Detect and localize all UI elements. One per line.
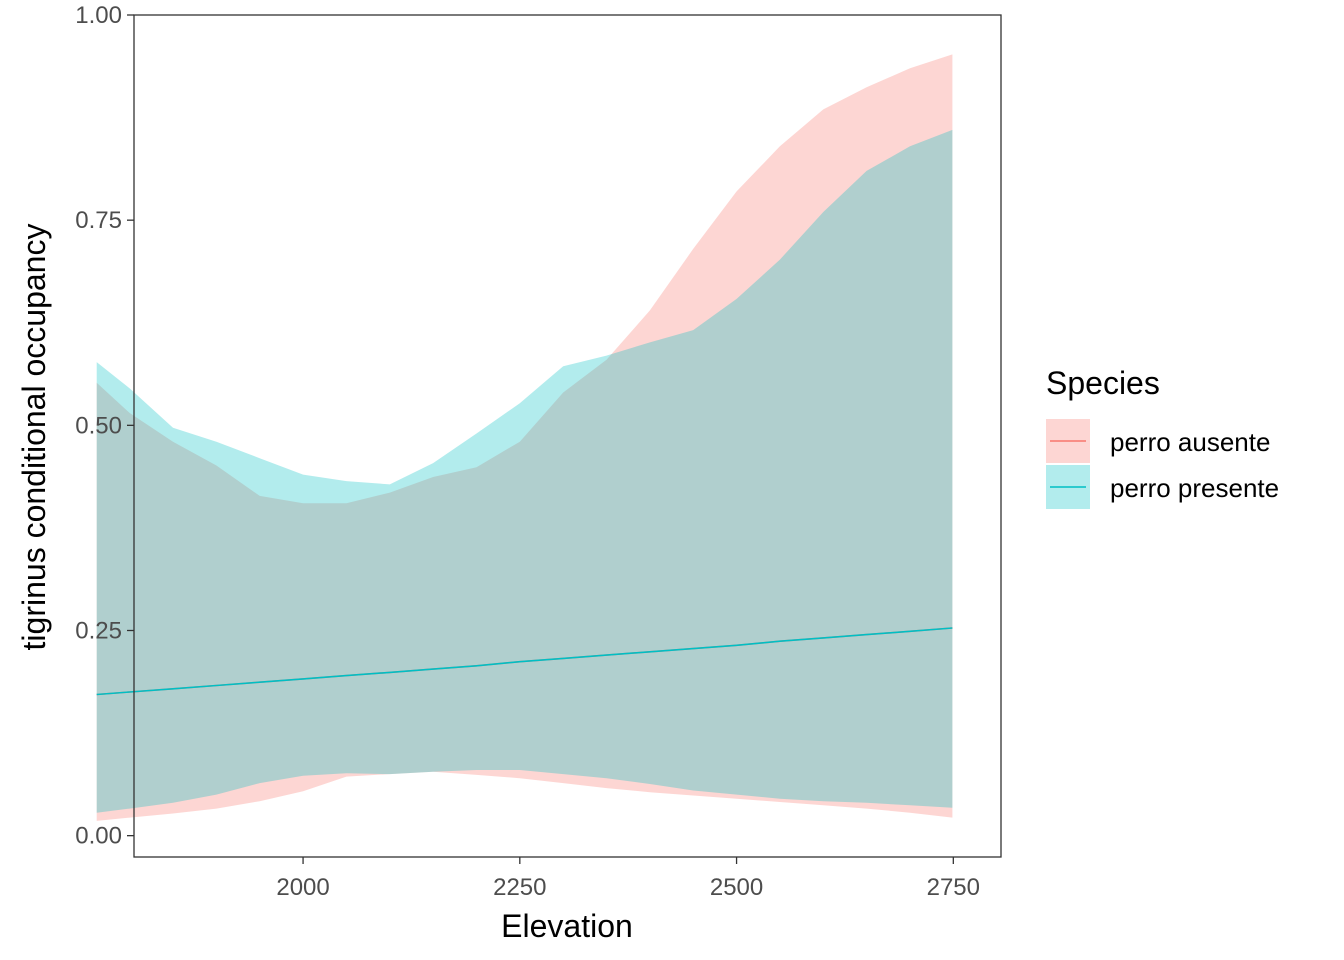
plot-area xyxy=(96,14,1002,858)
x-tick-label: 2250 xyxy=(493,874,546,901)
legend: Species perro ausente perro presente xyxy=(1046,365,1279,509)
legend-title: Species xyxy=(1046,365,1160,401)
x-axis-title: Elevation xyxy=(501,908,633,944)
panel-border xyxy=(133,14,1002,858)
y-tick-label: 0.00 xyxy=(75,823,122,850)
y-tick-label: 0.25 xyxy=(75,617,122,644)
legend-label: perro presente xyxy=(1110,473,1279,503)
y-tick-label: 0.75 xyxy=(75,207,122,234)
x-axis: 2000 2250 2500 2750 xyxy=(276,857,980,901)
x-tick-label: 2000 xyxy=(276,874,329,901)
y-axis-title: tigrinus conditional occupancy xyxy=(16,224,52,651)
y-tick-label: 0.50 xyxy=(75,412,122,439)
legend-item: perro presente xyxy=(1046,465,1279,509)
ribbon-series-1 xyxy=(96,54,953,821)
y-tick-label: 1.00 xyxy=(75,2,122,29)
y-axis: 0.00 0.25 0.50 0.75 1.00 xyxy=(75,2,134,850)
line-series-2 xyxy=(96,627,953,696)
x-tick-label: 2500 xyxy=(710,874,763,901)
legend-item: perro ausente xyxy=(1046,419,1270,463)
ribbon-series-2 xyxy=(96,129,953,813)
x-tick-label: 2750 xyxy=(927,874,980,901)
legend-label: perro ausente xyxy=(1110,427,1270,457)
